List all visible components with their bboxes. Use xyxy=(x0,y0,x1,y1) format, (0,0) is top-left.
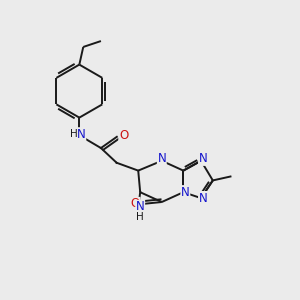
Text: N: N xyxy=(158,152,166,165)
Text: N: N xyxy=(199,192,207,205)
Text: N: N xyxy=(199,152,207,165)
Text: H: H xyxy=(136,212,144,222)
Text: N: N xyxy=(136,200,145,213)
Text: N: N xyxy=(77,128,86,141)
Text: O: O xyxy=(131,197,140,211)
Text: N: N xyxy=(181,186,190,199)
Text: O: O xyxy=(119,129,128,142)
Text: H: H xyxy=(70,129,77,139)
